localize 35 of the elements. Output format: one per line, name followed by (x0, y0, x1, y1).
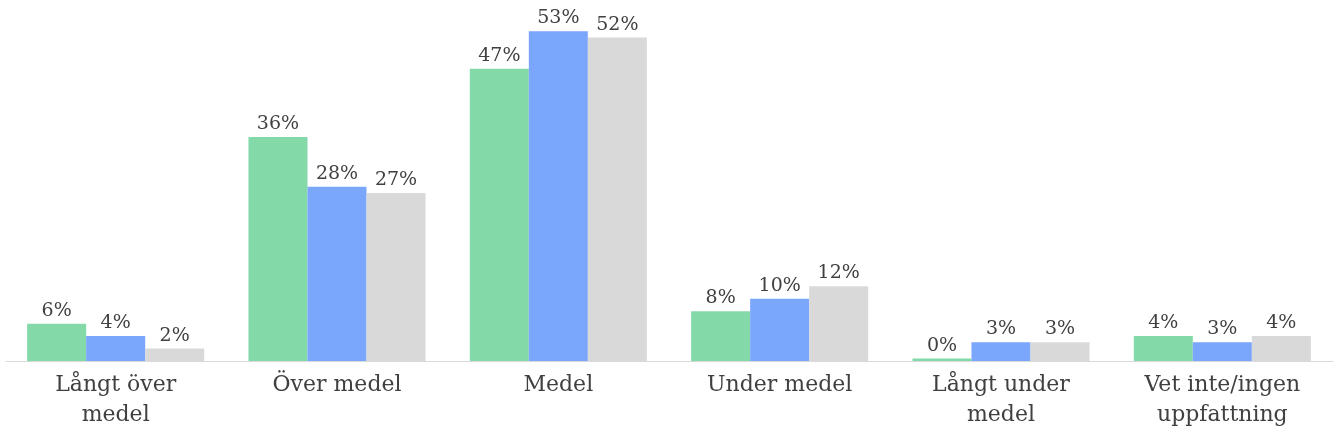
data-label: 4% (1266, 310, 1297, 333)
data-label: 4% (100, 310, 131, 333)
bar (307, 186, 367, 361)
data-label: 3% (1207, 316, 1238, 339)
x-tick-label: Under medel (706, 370, 853, 396)
data-label: 47% (478, 42, 521, 65)
bar (86, 336, 146, 361)
data-label: 8% (705, 285, 736, 308)
bar (248, 137, 308, 361)
bar (469, 68, 529, 361)
x-tick-label: Över medel (272, 369, 402, 396)
data-label: 53% (537, 5, 580, 28)
data-label: 28% (315, 160, 359, 183)
bar (1192, 342, 1252, 361)
x-tick-label: Långt under medel (932, 369, 1071, 426)
bar (971, 342, 1031, 361)
x-tick-label: Långt över medel (55, 369, 177, 426)
bar (1133, 336, 1193, 361)
data-label: 2% (159, 322, 190, 345)
data-label: 12% (817, 260, 860, 283)
x-tick-label: Vet inte/ingen uppfattning (1143, 370, 1301, 426)
data-label: 36% (256, 111, 300, 134)
bar (528, 31, 588, 361)
data-label: 3% (985, 316, 1017, 339)
bar (750, 298, 810, 361)
x-tick-label: Medel (523, 370, 594, 396)
data-label: 6% (41, 297, 72, 320)
data-label: 3% (1044, 316, 1076, 339)
data-label: 10% (758, 272, 801, 295)
data-label: 0% (926, 332, 958, 355)
data-label: 52% (596, 11, 639, 34)
bar (691, 311, 751, 361)
data-label: 27% (374, 167, 418, 190)
bar (27, 323, 87, 361)
data-label: 4% (1148, 310, 1179, 333)
